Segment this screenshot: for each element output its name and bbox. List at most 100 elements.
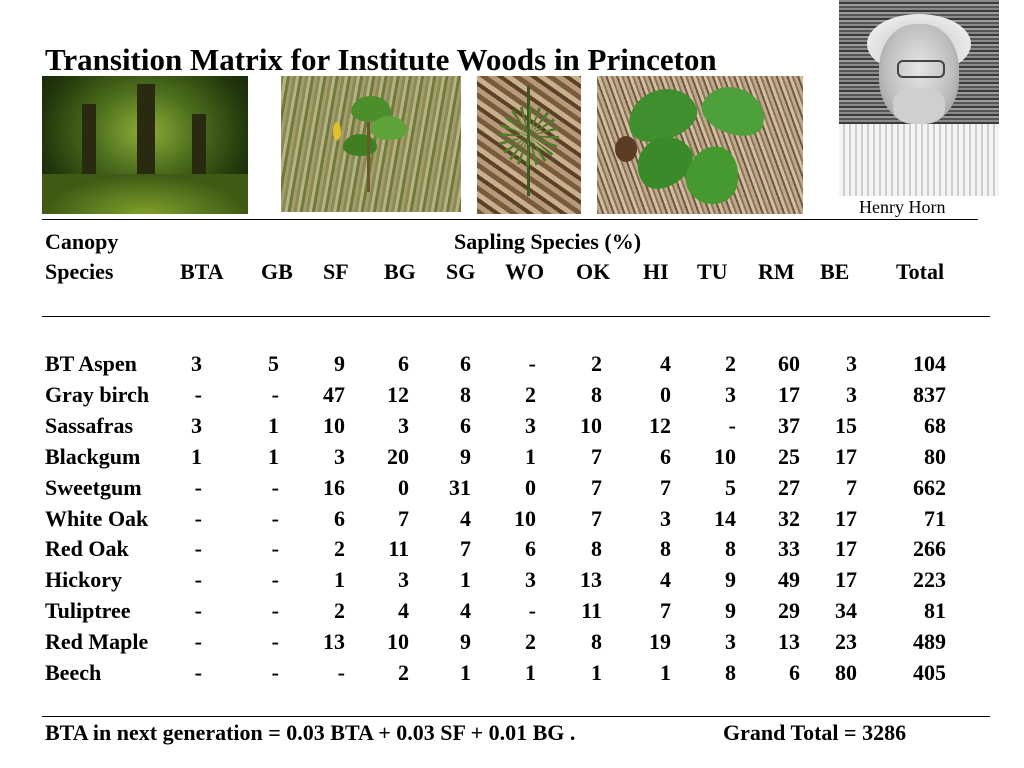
cell-sg: 1: [460, 567, 471, 593]
cell-ok: 13: [580, 567, 602, 593]
column-header-tu: TU: [697, 259, 728, 284]
cell-be: 80: [835, 660, 857, 685]
henry-horn-portrait: [839, 0, 999, 196]
column-header-ok: OK: [576, 259, 611, 284]
cell-ok: 2: [591, 351, 602, 376]
cell-rm: 32: [778, 505, 800, 531]
sapling-header: Sapling Species (%): [454, 229, 642, 254]
cell-total: 837: [913, 381, 946, 407]
photo-caption: Henry Horn: [859, 197, 946, 217]
cell-ok: 10: [580, 412, 602, 438]
cell-total: 68: [924, 412, 946, 438]
cell-sg: 9: [460, 629, 471, 655]
cell-bg: 6: [398, 351, 409, 376]
cell-sg: 6: [460, 412, 471, 438]
cell-sg: 8: [460, 381, 471, 407]
row-species-name: Gray birch: [45, 381, 150, 407]
cell-bta: -: [194, 629, 202, 655]
cell-bg: 10: [387, 629, 409, 655]
column-header-wo: WO: [505, 259, 545, 284]
species-header: Species: [45, 259, 114, 284]
cell-sf: 47: [323, 381, 345, 407]
cell-wo: 1: [525, 660, 536, 685]
cell-tu: 8: [725, 660, 736, 685]
cell-bg: 20: [387, 443, 409, 469]
cell-total: 223: [913, 567, 946, 593]
cell-ok: 7: [591, 474, 602, 500]
cell-sf: 2: [334, 536, 345, 562]
row-species-name: White Oak: [45, 505, 149, 531]
cell-tu: 14: [714, 505, 736, 531]
cell-gb: 5: [268, 351, 279, 376]
cell-rm: 37: [778, 412, 800, 438]
column-header-sg: SG: [446, 259, 476, 284]
cell-tu: 5: [725, 474, 736, 500]
cell-tu: 3: [725, 381, 736, 407]
row-species-name: Sweetgum: [45, 474, 142, 500]
cell-tu: 9: [725, 598, 736, 624]
cell-rm: 60: [778, 351, 800, 376]
cell-hi: 0: [660, 381, 671, 407]
cell-gb: -: [271, 660, 279, 685]
cell-bta: -: [194, 474, 202, 500]
cell-hi: 19: [649, 629, 671, 655]
cell-sf: 3: [334, 443, 345, 469]
cell-sg: 1: [460, 660, 471, 685]
cell-bta: -: [194, 567, 202, 593]
canopy-header: Canopy: [45, 229, 119, 254]
next-generation-equation: BTA in next generation = 0.03 BTA + 0.03…: [45, 720, 576, 745]
cell-wo: 1: [525, 443, 536, 469]
cell-total: 662: [913, 474, 946, 500]
cell-hi: 6: [660, 443, 671, 469]
cell-be: 7: [846, 474, 857, 500]
column-header-be: BE: [820, 259, 850, 284]
column-header-total: Total: [896, 259, 945, 284]
cell-ok: 11: [581, 598, 602, 624]
cell-hi: 3: [660, 505, 671, 531]
column-header-bg: BG: [384, 259, 416, 284]
cell-gb: -: [271, 567, 279, 593]
cell-sg: 4: [460, 505, 471, 531]
cell-sg: 9: [460, 443, 471, 469]
cell-bg: 2: [398, 660, 409, 685]
cell-tu: 3: [725, 629, 736, 655]
cell-sg: 31: [449, 474, 471, 500]
cell-be: 17: [835, 505, 857, 531]
cell-sf: 16: [323, 474, 345, 500]
cell-gb: -: [271, 505, 279, 531]
cell-sf: -: [337, 660, 345, 685]
row-species-name: Red Oak: [45, 536, 129, 562]
cell-wo: 3: [525, 567, 536, 593]
cell-wo: 2: [525, 629, 536, 655]
cell-hi: 7: [660, 598, 671, 624]
cell-bg: 12: [387, 381, 409, 407]
cell-ok: 7: [591, 443, 602, 469]
cell-bg: 3: [398, 412, 409, 438]
cell-hi: 8: [660, 536, 671, 562]
cell-gb: -: [271, 474, 279, 500]
cell-total: 266: [913, 536, 946, 562]
cell-total: 489: [913, 629, 946, 655]
cell-be: 17: [835, 567, 857, 593]
row-species-name: BT Aspen: [45, 351, 137, 376]
column-header-rm: RM: [758, 259, 795, 284]
cell-wo: -: [528, 598, 536, 624]
grand-total: Grand Total = 3286: [723, 720, 907, 745]
cell-gb: -: [271, 536, 279, 562]
column-header-bta: BTA: [180, 259, 224, 284]
cell-be: 3: [846, 351, 857, 376]
seedling-grass-photo: [281, 76, 461, 212]
cell-bg: 7: [398, 505, 409, 531]
cell-ok: 8: [591, 381, 602, 407]
cell-sf: 6: [334, 505, 345, 531]
page-title: Transition Matrix for Institute Woods in…: [45, 42, 717, 77]
cell-hi: 12: [649, 412, 671, 438]
cell-be: 34: [835, 598, 857, 624]
cell-ok: 8: [591, 629, 602, 655]
cell-sf: 13: [323, 629, 345, 655]
cell-gb: 1: [268, 443, 279, 469]
cell-rm: 17: [778, 381, 800, 407]
cell-bta: -: [194, 598, 202, 624]
cell-sf: 9: [334, 351, 345, 376]
cell-be: 23: [835, 629, 857, 655]
